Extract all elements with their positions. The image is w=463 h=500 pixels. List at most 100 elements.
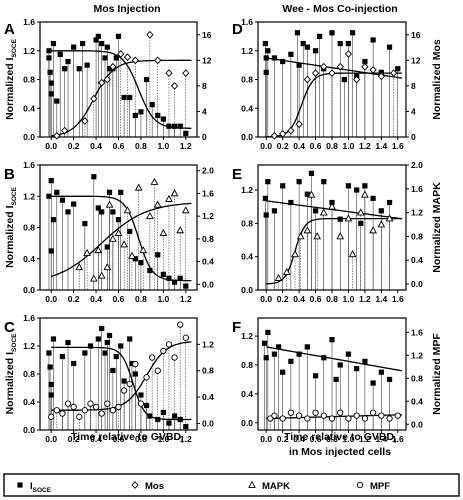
x-tick-label: 1.2 <box>359 434 371 444</box>
data-point-mapk <box>356 208 365 216</box>
data-point-isoce <box>102 350 108 356</box>
x-tick-label: 0.4 <box>90 141 102 151</box>
data-point-isoce <box>138 260 144 266</box>
data-point-isoce <box>362 183 368 189</box>
data-point-isoce <box>337 362 343 368</box>
y-left-tick-label: 0.0 <box>241 132 253 142</box>
data-point-isoce <box>110 367 116 374</box>
y-left-tick-label: 1.6 <box>23 160 35 170</box>
data-point-mpf <box>87 400 94 407</box>
data-point-isoce <box>271 351 278 357</box>
y-left-tick-label: 0.4 <box>241 252 253 262</box>
data-point-mos <box>353 75 361 84</box>
data-point-mpf <box>126 380 133 388</box>
data-point-mpf <box>353 412 360 419</box>
x-tick-label: 0.6 <box>113 294 125 304</box>
data-point-isoce <box>262 195 268 201</box>
data-point-isoce <box>160 116 166 122</box>
data-point-mpf <box>64 400 72 407</box>
y-left-tick-label: 1.2 <box>23 341 35 351</box>
data-point-mos <box>117 50 125 58</box>
data-point-isoce <box>65 209 71 215</box>
fit-curve-mapk-fit <box>50 202 192 278</box>
data-point-mos <box>182 69 190 77</box>
data-point-isoce <box>166 420 172 426</box>
data-point-isoce <box>177 416 183 423</box>
data-point-isoce <box>177 275 183 281</box>
data-point-mos <box>320 62 328 71</box>
x-tick-label: 1.6 <box>392 294 404 304</box>
data-point-mapk <box>150 177 159 185</box>
x-tick-label: 0.2 <box>68 294 80 304</box>
data-point-isoce <box>65 339 71 346</box>
data-point-isoce <box>321 355 327 361</box>
data-point-mapk <box>165 194 173 202</box>
data-point-isoce <box>354 365 360 372</box>
data-point-isoce <box>296 62 302 68</box>
y-left-tick-label: 0.8 <box>23 223 35 233</box>
panel-e: E 0.0 0.2 0.4 0.6 0.8 1.0 1.2 1.4 1.6 0.0 0.4 0.8 1.2… <box>232 160 443 304</box>
data-point-mapk <box>83 248 91 256</box>
data-point-mpf <box>267 415 274 422</box>
y-right-tick-label: 1.2 <box>202 211 214 221</box>
data-point-isoce <box>59 197 66 203</box>
data-point-mpf <box>53 407 60 414</box>
y-right-tick-label: 0.0 <box>202 418 214 428</box>
data-point-mapk <box>328 202 336 210</box>
y-left-tick-label: 0.4 <box>23 254 35 264</box>
x-tick-label: 0.6 <box>113 141 125 151</box>
data-point-mos <box>154 56 162 65</box>
fit-curve-isoce-fit <box>51 346 192 421</box>
data-point-mapk <box>181 206 190 214</box>
x-tick-label: 1.2 <box>359 141 371 151</box>
data-point-isoce <box>183 130 189 137</box>
data-point-isoce <box>386 376 393 383</box>
y-right-tick-label: 16 <box>202 30 212 40</box>
data-point-mpf <box>59 410 66 417</box>
data-point-mpf <box>92 403 100 411</box>
x-tick-label: 0.4 <box>90 294 102 304</box>
y-left-tick-label: 1.2 <box>241 331 253 341</box>
data-point-isoce <box>149 102 155 108</box>
x-tick-label: 1.0 <box>157 294 169 304</box>
data-point-mpf <box>171 354 178 361</box>
data-point-isoce <box>82 220 88 227</box>
x-tick-label: 0.8 <box>135 434 147 444</box>
y-right-tick-label: 12 <box>202 55 212 65</box>
y-left-tick-label: 0.0 <box>23 285 35 295</box>
data-point-isoce <box>370 380 376 386</box>
data-point-isoce <box>263 355 269 361</box>
data-point-isoce <box>71 360 77 367</box>
data-point-mapk <box>114 228 123 237</box>
data-point-isoce <box>47 69 53 75</box>
data-point-mpf <box>48 413 55 420</box>
data-point-mapk <box>105 200 114 208</box>
data-point-mpf <box>295 412 303 419</box>
data-point-isoce <box>160 409 166 416</box>
data-point-isoce <box>333 376 339 383</box>
data-point-isoce <box>54 98 60 104</box>
y-left-axis-label: Normalized ISOCE <box>4 38 18 120</box>
data-point-isoce <box>121 94 127 101</box>
data-point-mapk <box>282 267 291 275</box>
data-point-isoce <box>99 209 105 215</box>
data-point-isoce <box>304 44 310 50</box>
data-point-isoce <box>82 350 88 356</box>
y-right-axis-label: Normalized MAPK <box>431 182 443 273</box>
y-left-tick-label: 0.0 <box>23 132 35 142</box>
x-tick-label: 1.0 <box>343 141 355 151</box>
data-point-isoce <box>147 413 153 419</box>
fit-curve-isoce-fit <box>51 195 192 282</box>
data-point-isoce <box>280 369 286 375</box>
data-point-isoce <box>46 193 52 199</box>
right-x-axis-label: Time relative to GVBDI <box>284 431 396 445</box>
x-tick-label: 0.0 <box>45 141 57 151</box>
y-right-tick-label: 0.0 <box>202 279 214 289</box>
data-point-isoce <box>300 40 306 47</box>
data-point-mos <box>131 56 139 65</box>
data-point-isoce <box>121 378 127 384</box>
data-point-mpf <box>328 415 336 422</box>
data-point-isoce <box>102 55 108 61</box>
x-tick-label: 0.6 <box>113 434 125 444</box>
data-point-isoce <box>46 48 52 54</box>
